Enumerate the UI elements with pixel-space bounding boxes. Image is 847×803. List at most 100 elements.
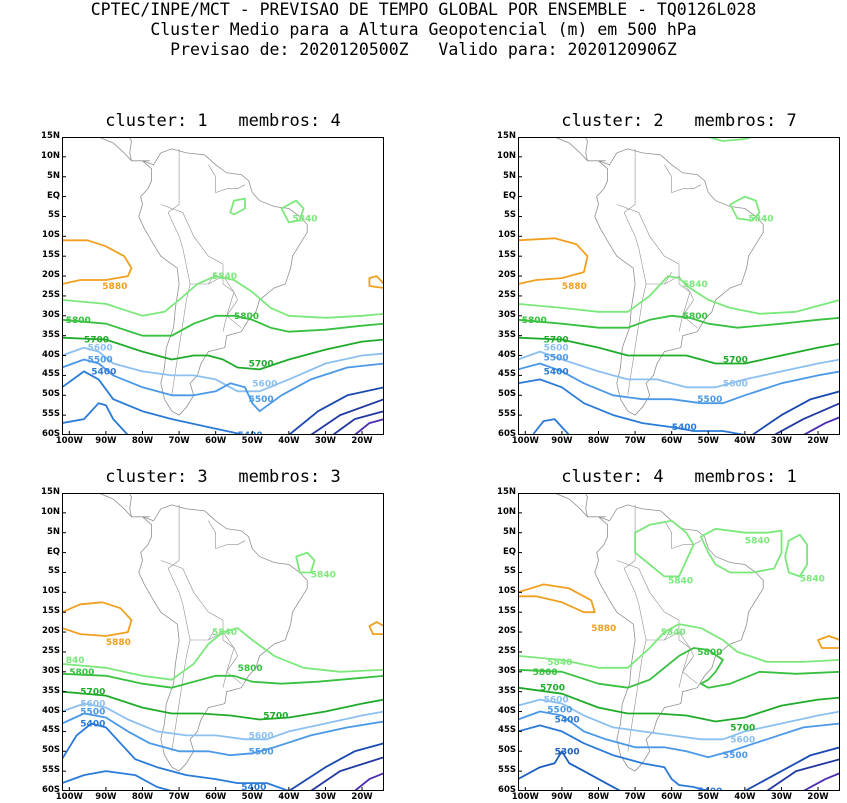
- contour-line: [62, 690, 384, 721]
- lat-tick-label: 20S: [498, 270, 516, 281]
- lat-tick-label: 20S: [42, 270, 60, 281]
- contour-label: 5500: [80, 708, 105, 718]
- country-border: [678, 655, 694, 688]
- lat-tick-label: 55S: [42, 765, 60, 776]
- contour-label: 5600: [730, 735, 755, 745]
- contour-label: 5500: [88, 356, 113, 366]
- lon-tick-label: 30W: [770, 436, 793, 446]
- lon-tick-label: 80W: [587, 436, 610, 446]
- contour-label: 5500: [544, 354, 569, 364]
- lat-tick-label: 30S: [42, 665, 60, 676]
- contour-line: [802, 772, 840, 791]
- contour-line: [309, 756, 384, 791]
- contour-line: [518, 583, 596, 614]
- country-border: [222, 655, 238, 688]
- contour-label: 5400: [238, 431, 263, 435]
- contour-line: [62, 672, 384, 689]
- country-border: [664, 520, 702, 550]
- contour-line: [802, 416, 840, 435]
- lon-tick-label: 80W: [131, 792, 154, 802]
- lat-tick-label: EQ: [502, 546, 516, 557]
- lat-tick-label: 25S: [498, 645, 516, 656]
- contour-line: [518, 350, 840, 389]
- contour-label: 5840: [745, 537, 770, 547]
- lat-tick-label: 5N: [46, 526, 60, 537]
- contour-line: [288, 386, 384, 435]
- lat-tick-label: 5S: [47, 566, 60, 577]
- contour-label: 5500: [249, 747, 274, 757]
- lat-tick-label: 45S: [498, 369, 516, 380]
- contour-line: [744, 746, 840, 791]
- lat-tick-label: 5S: [503, 210, 516, 221]
- lon-tick-label: 20W: [807, 436, 829, 446]
- contour-label: 5800: [683, 312, 708, 322]
- contour-label: 5840: [668, 576, 693, 586]
- lon-tick-label: 70W: [168, 436, 190, 446]
- lon-tick-label: 20W: [807, 792, 829, 802]
- country-border: [616, 560, 694, 657]
- lon-tick-label: 40W: [734, 792, 756, 802]
- country-border: [208, 520, 246, 550]
- country-border: [190, 627, 216, 641]
- lat-tick-label: 60S: [42, 429, 60, 439]
- contour-line: [62, 402, 129, 435]
- contour-label: 5400: [697, 787, 722, 791]
- contour-line: [765, 758, 840, 791]
- lat-tick-label: 45S: [498, 725, 516, 736]
- contour-label: 5600: [80, 700, 105, 710]
- coastline: [97, 137, 150, 162]
- coastline: [97, 493, 150, 518]
- coastline: [584, 493, 588, 517]
- lat-tick-label: 40S: [498, 705, 516, 716]
- contour-label: 5800: [533, 668, 558, 678]
- lon-tick-label: 50W: [697, 792, 719, 802]
- contour-label: 5400: [241, 783, 266, 791]
- contour-label: 5880: [102, 282, 127, 292]
- contour-label: 5880: [562, 282, 587, 292]
- contour-line: [518, 237, 589, 285]
- lon-tick-label: 90W: [95, 436, 117, 446]
- lat-tick-label: 40S: [42, 705, 60, 716]
- lat-tick-label: 35S: [498, 329, 516, 340]
- contour-label: 5800: [238, 664, 263, 674]
- country-border: [616, 204, 694, 301]
- header-title-line2: Cluster Medio para a Altura Geopotencial…: [150, 20, 697, 39]
- contour-label: 5840: [800, 574, 825, 584]
- lon-tick-label: 100W: [55, 436, 83, 446]
- lat-tick-label: 60S: [498, 429, 516, 439]
- lat-tick-label: 5N: [502, 526, 516, 537]
- contour-label: 5300: [555, 747, 580, 757]
- lat-tick-label: 25S: [42, 289, 60, 300]
- lat-tick-label: 15N: [497, 487, 516, 497]
- lon-tick-label: 50W: [241, 792, 263, 802]
- lat-tick-label: 15N: [41, 487, 60, 497]
- contour-label: 5800: [234, 312, 259, 322]
- contour-label: 5840: [547, 658, 572, 668]
- lon-tick-label: 40W: [278, 792, 300, 802]
- contour-line: [280, 199, 305, 224]
- contour-line: [229, 197, 246, 216]
- lat-tick-label: 60S: [42, 785, 60, 795]
- contour-label: 5840: [683, 280, 708, 290]
- lat-tick-label: 10S: [42, 230, 60, 241]
- contour-label: 5600: [249, 731, 274, 741]
- coastline: [584, 137, 588, 161]
- contour-label: 5600: [544, 696, 569, 706]
- contour-label: 840: [66, 656, 85, 666]
- contour-label: 5880: [106, 638, 131, 648]
- contour-line: [784, 533, 808, 578]
- country-border: [646, 627, 672, 641]
- coastline: [128, 137, 132, 161]
- contour-line: [62, 601, 133, 637]
- lat-tick-label: 15S: [498, 606, 516, 617]
- contour-label: 5840: [311, 571, 336, 581]
- lat-tick-label: 45S: [42, 369, 60, 380]
- lon-tick-label: 60W: [205, 436, 227, 446]
- lon-tick-label: 100W: [511, 436, 539, 446]
- lat-tick-label: 15S: [498, 250, 516, 261]
- contour-label: 5500: [249, 395, 274, 405]
- lat-tick-label: 25S: [42, 645, 60, 656]
- contour-line: [62, 358, 384, 413]
- contour-label: 5600: [544, 344, 569, 354]
